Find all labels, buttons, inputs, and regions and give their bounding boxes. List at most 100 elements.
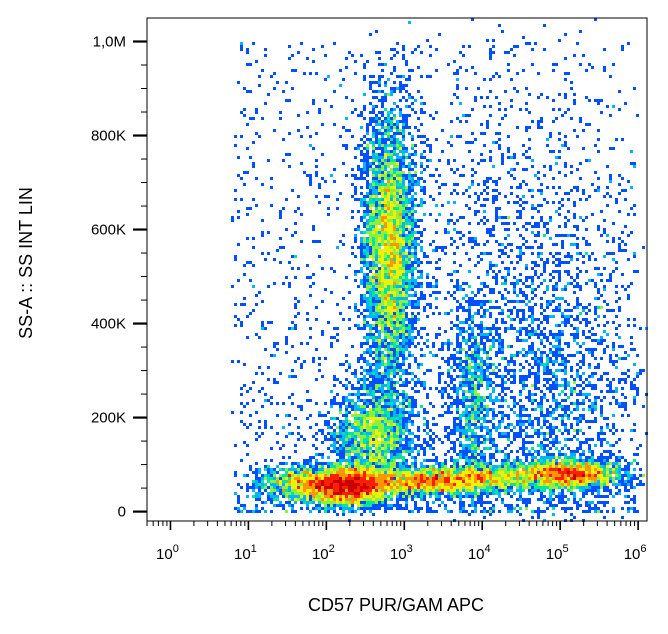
event-cell (582, 492, 585, 495)
event-cell (639, 369, 642, 372)
event-cell (357, 444, 360, 447)
event-cell (378, 240, 381, 243)
event-cell (399, 213, 402, 216)
event-cell (384, 81, 387, 84)
event-cell (393, 291, 396, 294)
event-cell (375, 417, 378, 420)
event-cell (363, 408, 366, 411)
event-cell (360, 198, 363, 201)
event-cell (591, 480, 594, 483)
event-cell (381, 165, 384, 168)
event-cell (258, 483, 261, 486)
event-cell (546, 339, 549, 342)
event-cell (522, 387, 525, 390)
event-cell (588, 489, 591, 492)
event-cell (369, 375, 372, 378)
event-cell (501, 396, 504, 399)
event-cell (348, 420, 351, 423)
event-cell (453, 471, 456, 474)
event-cell (381, 279, 384, 282)
event-cell (300, 492, 303, 495)
event-cell (402, 372, 405, 375)
event-cell (393, 417, 396, 420)
event-cell (402, 495, 405, 498)
event-cell (396, 501, 399, 504)
event-cell (393, 318, 396, 321)
event-cell (468, 354, 471, 357)
event-cell (360, 432, 363, 435)
event-cell (408, 333, 411, 336)
event-cell (447, 480, 450, 483)
event-cell (390, 246, 393, 249)
event-cell (390, 222, 393, 225)
event-cell (399, 321, 402, 324)
event-cell (474, 351, 477, 354)
event-cell (465, 474, 468, 477)
event-cell (588, 468, 591, 471)
event-cell (531, 282, 534, 285)
event-cell (408, 249, 411, 252)
event-cell (372, 177, 375, 180)
event-cell (387, 327, 390, 330)
event-cell (381, 372, 384, 375)
event-cell (390, 306, 393, 309)
event-cell (609, 468, 612, 471)
event-cell (411, 282, 414, 285)
event-cell (363, 510, 366, 513)
event-cell (408, 363, 411, 366)
event-cell (438, 159, 441, 162)
event-cell (384, 270, 387, 273)
event-cell (528, 423, 531, 426)
event-cell (381, 318, 384, 321)
event-cell (357, 396, 360, 399)
event-cell (612, 465, 615, 468)
event-cell (315, 486, 318, 489)
event-cell (381, 486, 384, 489)
event-cell (384, 219, 387, 222)
event-cell (453, 387, 456, 390)
event-cell (390, 336, 393, 339)
event-cell (396, 246, 399, 249)
event-cell (408, 75, 411, 78)
event-cell (387, 360, 390, 363)
event-cell (408, 330, 411, 333)
event-cell (342, 456, 345, 459)
event-cell (366, 363, 369, 366)
event-cell (411, 270, 414, 273)
event-cell (384, 225, 387, 228)
event-cell (360, 258, 363, 261)
event-cell (381, 405, 384, 408)
event-cell (390, 138, 393, 141)
event-cell (402, 369, 405, 372)
event-cell (498, 144, 501, 147)
event-cell (516, 300, 519, 303)
event-cell (594, 282, 597, 285)
event-cell (477, 300, 480, 303)
event-cell (627, 318, 630, 321)
event-cell (627, 258, 630, 261)
event-cell (378, 246, 381, 249)
event-cell (447, 492, 450, 495)
event-cell (291, 465, 294, 468)
event-cell (357, 486, 360, 489)
event-cell (375, 354, 378, 357)
event-cell (390, 438, 393, 441)
event-cell (396, 189, 399, 192)
event-cell (378, 351, 381, 354)
event-cell (432, 441, 435, 444)
event-cell (471, 411, 474, 414)
event-cell (357, 225, 360, 228)
event-cell (345, 411, 348, 414)
event-cell (375, 198, 378, 201)
event-cell (429, 486, 432, 489)
event-cell (522, 201, 525, 204)
event-cell (372, 303, 375, 306)
event-cell (390, 327, 393, 330)
event-cell (366, 438, 369, 441)
event-cell (594, 489, 597, 492)
event-cell (390, 351, 393, 354)
event-cell (597, 459, 600, 462)
event-cell (270, 495, 273, 498)
event-cell (399, 90, 402, 93)
event-cell (468, 483, 471, 486)
